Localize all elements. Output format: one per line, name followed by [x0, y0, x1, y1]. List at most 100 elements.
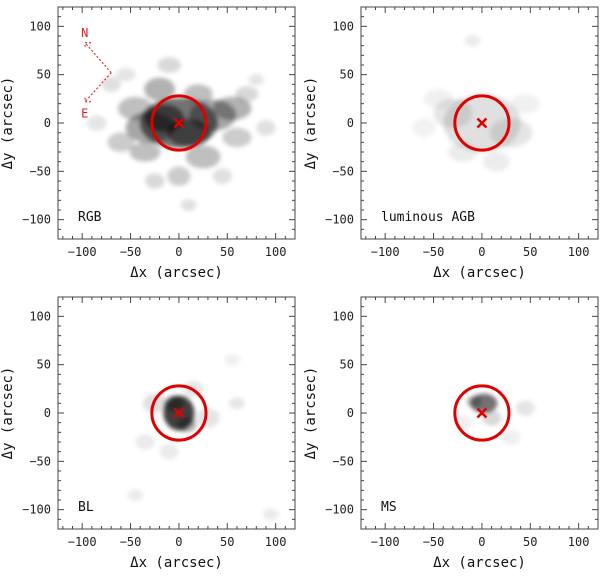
- density-blob: [185, 145, 221, 169]
- y-tick-label: 50: [37, 358, 51, 372]
- y-tick-label: 0: [44, 406, 51, 420]
- density-blob: [164, 395, 184, 412]
- x-tick-label: 0: [478, 245, 485, 259]
- density-blob: [101, 76, 121, 93]
- panel-label: MS: [381, 500, 397, 515]
- y-tick-label: −100: [22, 503, 51, 517]
- x-tick-label: 50: [523, 245, 537, 259]
- y-tick-label: 0: [347, 406, 354, 420]
- density-blob: [448, 142, 478, 162]
- density-blob: [464, 35, 480, 47]
- x-tick-label: 50: [523, 535, 537, 549]
- y-tick-label: 0: [44, 116, 51, 130]
- density-blob: [510, 94, 540, 114]
- x-tick-label: −100: [68, 245, 97, 259]
- x-tick-label: −100: [68, 535, 97, 549]
- center-marker: [476, 407, 488, 419]
- density-blob: [229, 397, 245, 410]
- panel-4: −100 −50 0 50 100 −100 −50 0 50 100 Δx (arcsec) Δy …: [303, 296, 599, 571]
- density-blob: [145, 173, 165, 189]
- density-blob: [116, 67, 136, 82]
- density-map: [127, 354, 279, 521]
- x-tick-label: 100: [568, 245, 590, 259]
- panel-label: RGB: [78, 210, 102, 225]
- y-tick-label: 100: [332, 19, 354, 33]
- y-tick-label: 50: [340, 68, 354, 82]
- y-axis-label: Δy (arcsec): [303, 367, 319, 460]
- y-tick-label: 0: [347, 116, 354, 130]
- density-blob: [423, 89, 453, 109]
- x-tick-label: −50: [120, 535, 142, 549]
- x-tick-label: 0: [175, 245, 182, 259]
- density-blob: [129, 142, 161, 162]
- panel-3: −100 −50 0 50 100 −100 −50 0 50 100 Δx (arcsec) Δy …: [0, 296, 296, 571]
- x-tick-label: 50: [220, 245, 234, 259]
- density-blob: [117, 96, 153, 121]
- density-blob: [224, 354, 240, 366]
- compass-indicator: NE: [81, 26, 112, 121]
- y-tick-label: −100: [325, 213, 354, 227]
- aperture-circle: [453, 384, 511, 442]
- density-map: [452, 393, 536, 445]
- density-blob: [515, 400, 536, 416]
- compass-east-label: E: [81, 107, 88, 121]
- density-blob: [412, 118, 436, 138]
- y-axis-label: Δy (arcsec): [303, 77, 319, 170]
- plot-frame: [360, 296, 599, 530]
- aperture-circle: [150, 384, 208, 442]
- density-blob: [482, 152, 510, 172]
- panel-2: −100 −50 0 50 100 −100 −50 0 50 100 Δx (arcsec) Δy …: [303, 6, 599, 281]
- density-blob: [127, 489, 144, 501]
- x-tick-label: 100: [568, 535, 590, 549]
- density-blob: [183, 84, 213, 104]
- panel-label: BL: [78, 500, 94, 515]
- density-blob: [235, 86, 259, 102]
- density-blob: [256, 120, 276, 136]
- density-blob: [489, 118, 533, 148]
- y-tick-label: −100: [325, 503, 354, 517]
- y-axis-label: Δy (arcsec): [0, 367, 16, 460]
- y-tick-label: −50: [29, 164, 51, 178]
- density-blob: [222, 127, 252, 148]
- density-map: [87, 57, 276, 211]
- density-blob: [144, 77, 176, 101]
- x-tick-label: 0: [478, 535, 485, 549]
- density-blob: [159, 443, 179, 460]
- density-blob: [263, 508, 279, 521]
- density-blob: [466, 395, 482, 408]
- center-marker: [173, 407, 185, 419]
- density-blob: [248, 73, 265, 86]
- x-tick-label: 0: [175, 535, 182, 549]
- center-marker: [173, 117, 185, 129]
- x-tick-label: −50: [423, 535, 445, 549]
- compass-north-label: N: [81, 26, 88, 40]
- aperture-circle: [150, 94, 208, 152]
- x-axis-label: Δx (arcsec): [433, 265, 526, 281]
- y-tick-label: −50: [332, 454, 354, 468]
- panel-1: −100 −50 0 50 100 −100 −50 0 50 100 Δx (arcsec) Δy …: [0, 6, 296, 281]
- density-blob: [107, 132, 135, 152]
- x-axis-label: Δx (arcsec): [130, 555, 223, 571]
- x-axis-label: Δx (arcsec): [433, 555, 526, 571]
- density-blob: [176, 416, 197, 433]
- density-blob: [87, 115, 107, 131]
- y-tick-label: 100: [29, 309, 51, 323]
- y-tick-label: −100: [22, 213, 51, 227]
- density-blob: [481, 410, 502, 426]
- x-tick-label: −100: [371, 535, 400, 549]
- x-axis-label: Δx (arcsec): [130, 265, 223, 281]
- density-blob: [501, 429, 521, 445]
- aperture-circle: [453, 94, 511, 152]
- y-tick-label: 50: [37, 68, 51, 82]
- density-blob: [125, 112, 175, 144]
- panel-label: luminous AGB: [381, 210, 475, 225]
- density-blob: [157, 57, 181, 73]
- x-tick-label: 50: [220, 535, 234, 549]
- y-tick-label: −50: [29, 454, 51, 468]
- y-tick-label: 100: [332, 309, 354, 323]
- y-axis-label: Δy (arcsec): [0, 77, 16, 170]
- x-tick-label: 100: [265, 535, 287, 549]
- density-blob: [212, 168, 233, 184]
- x-tick-label: −50: [423, 245, 445, 259]
